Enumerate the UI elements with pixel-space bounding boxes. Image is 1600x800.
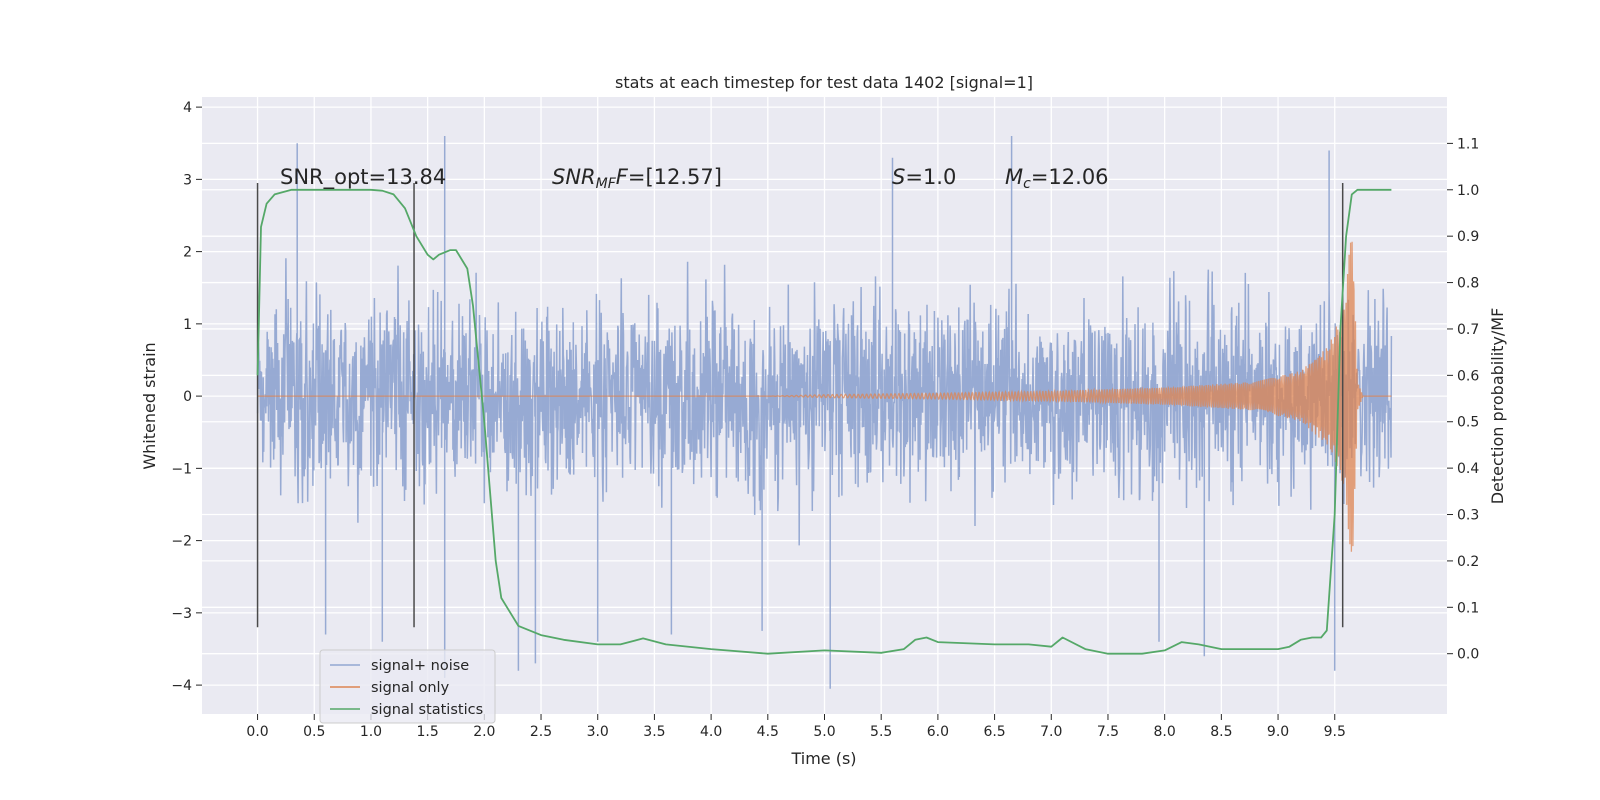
- x-tick-label: 8.0: [1154, 724, 1176, 740]
- x-tick-label: 3.0: [587, 724, 609, 740]
- chart-title: stats at each timestep for test data 140…: [615, 73, 1033, 92]
- legend-label-noise: signal+ noise: [371, 658, 469, 674]
- ticks: 0.0 0.5 1.0 1.5 2.0 2.5 3.0 3.5 4.0 4.5 5.0 5.5 6.0 6…: [171, 100, 1479, 740]
- y2-tick-label: 1.1: [1457, 136, 1479, 152]
- x-tick-label: 0.0: [246, 724, 268, 740]
- x-tick-label: 6.5: [983, 724, 1005, 740]
- x-tick-label: 6.0: [927, 724, 949, 740]
- legend-box: [319, 649, 496, 724]
- annotation-s: S=1.0: [892, 165, 956, 189]
- x-tick-label: 7.5: [1097, 724, 1119, 740]
- y2-tick-label: 0.5: [1457, 415, 1479, 431]
- plot-layer: [256, 136, 1393, 689]
- x-tick-label: 1.0: [360, 724, 382, 740]
- y2-tick-label: 0.1: [1457, 600, 1479, 616]
- x-tick-label: 0.5: [303, 724, 325, 740]
- y2-tick-label: 0.3: [1457, 508, 1479, 524]
- x-tick-label: 4.0: [700, 724, 722, 740]
- y2-axis-label: Detection probability/MF: [1488, 308, 1507, 505]
- x-tick-label: 8.5: [1210, 724, 1232, 740]
- annotation-mc: Mc=12.06: [1005, 165, 1109, 192]
- y-tick-label: −4: [171, 678, 192, 694]
- x-tick-label: 9.0: [1267, 724, 1289, 740]
- legend-label-stats: signal statistics: [371, 702, 483, 718]
- x-tick-label: 2.0: [473, 724, 495, 740]
- legend: signal+ noise signal only signal statist…: [319, 649, 496, 724]
- y2-tick-label: 0.8: [1457, 276, 1479, 292]
- y2-tick-label: 0.6: [1457, 368, 1479, 384]
- x-axis-label: Time (s): [790, 749, 856, 768]
- legend-label-signal: signal only: [371, 680, 450, 696]
- annotation-snr-opt: SNR_opt=13.84: [280, 165, 446, 190]
- x-tick-label: 2.5: [530, 724, 552, 740]
- y-tick-label: −2: [171, 534, 192, 550]
- y-axis-label: Whitened strain: [140, 342, 159, 469]
- y2-tick-label: 0.4: [1457, 461, 1479, 477]
- y-tick-label: −3: [171, 606, 192, 622]
- y-tick-label: 2: [183, 245, 192, 261]
- y-tick-label: 3: [183, 172, 192, 188]
- y-tick-label: 0: [183, 389, 192, 405]
- y2-tick-label: 0.7: [1457, 322, 1479, 338]
- y2-tick-label: 0.0: [1457, 647, 1479, 663]
- y2-tick-label: 0.2: [1457, 554, 1479, 570]
- annotation-snr-mf: SNRMFF=[12.57]: [552, 165, 722, 192]
- x-tick-label: 9.5: [1324, 724, 1346, 740]
- x-tick-label: 3.5: [643, 724, 665, 740]
- y-tick-label: 1: [183, 317, 192, 333]
- x-tick-label: 4.5: [757, 724, 779, 740]
- y2-tick-label: 1.0: [1457, 183, 1479, 199]
- x-tick-label: 5.0: [813, 724, 835, 740]
- y-tick-label: −1: [171, 461, 192, 477]
- y-tick-label: 4: [183, 100, 192, 116]
- x-tick-label: 1.5: [417, 724, 439, 740]
- x-tick-label: 7.0: [1040, 724, 1062, 740]
- series-signal-statistics-line: [256, 188, 1392, 655]
- series-signal-noise-line: [256, 136, 1393, 689]
- y2-tick-label: 0.9: [1457, 229, 1479, 245]
- series-signal-only-line: [257, 241, 1392, 552]
- x-tick-label: 5.5: [870, 724, 892, 740]
